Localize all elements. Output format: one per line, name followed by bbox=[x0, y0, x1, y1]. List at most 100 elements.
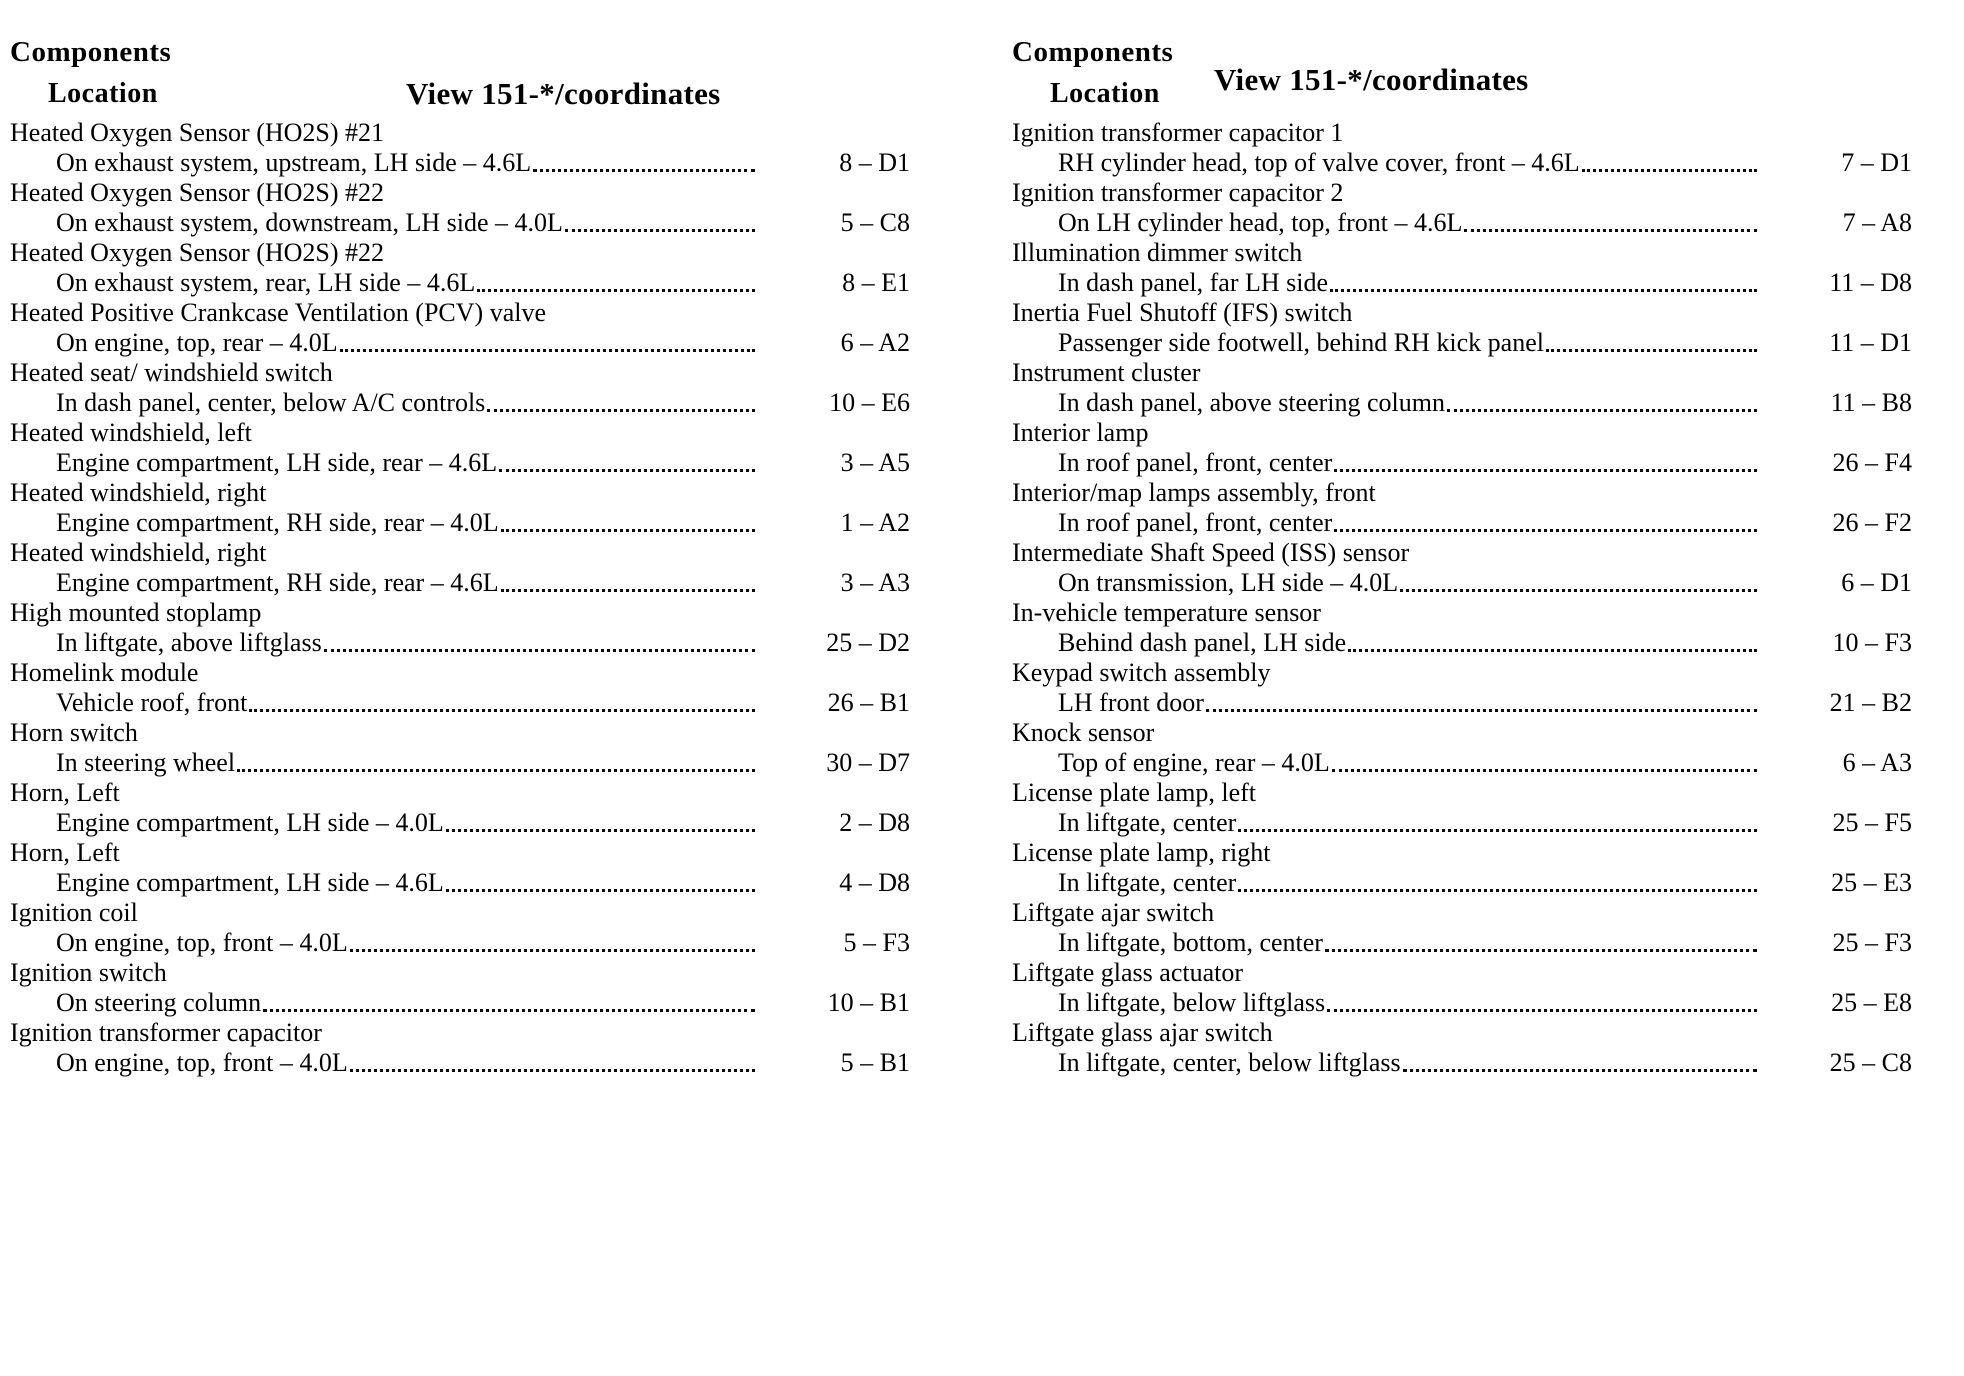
dotted-leader bbox=[487, 409, 755, 412]
dotted-leader bbox=[533, 169, 755, 172]
view-coordinates-heading: View 151-*/coordinates bbox=[1214, 62, 1529, 97]
coordinate-value: 1 – A2 bbox=[840, 508, 910, 537]
location-heading: Location bbox=[48, 78, 158, 109]
component-name: Heated Positive Crankcase Ventilation (P… bbox=[10, 298, 547, 327]
component-entry: Heated windshield, right Engine compartm… bbox=[10, 478, 910, 538]
component-entry: Heated Oxygen Sensor (HO2S) #22 On exhau… bbox=[10, 178, 910, 238]
dotted-leader bbox=[500, 589, 755, 592]
component-name: Liftgate glass actuator bbox=[1012, 958, 1244, 987]
component-entry: Horn switch In steering wheel 30 – D7 bbox=[10, 718, 910, 778]
coordinate-value: 8 – D1 bbox=[839, 148, 910, 177]
location-row: LH front door 21 – B2 bbox=[1012, 688, 1912, 718]
column-header: Components Location View 151-*/coordinat… bbox=[1012, 36, 1912, 118]
components-heading: Components bbox=[1012, 36, 1174, 68]
location-row: On engine, top, front – 4.0L 5 – F3 bbox=[10, 928, 910, 958]
component-name: Heated windshield, right bbox=[10, 538, 267, 567]
dotted-leader bbox=[263, 1009, 755, 1012]
components-heading: Components bbox=[10, 36, 172, 68]
component-name: Heated windshield, left bbox=[10, 418, 252, 447]
component-name: Horn, Left bbox=[10, 778, 120, 807]
location-row: In liftgate, bottom, center 25 – F3 bbox=[1012, 928, 1912, 958]
coordinate-value: 7 – D1 bbox=[1841, 148, 1912, 177]
component-location: On LH cylinder head, top, front – 4.6L bbox=[1058, 208, 1463, 237]
dotted-leader bbox=[445, 829, 755, 832]
location-row: In dash panel, far LH side 11 – D8 bbox=[1012, 268, 1912, 298]
location-row: In roof panel, front, center 26 – F2 bbox=[1012, 508, 1912, 538]
coordinate-value: 25 – D2 bbox=[826, 628, 910, 657]
location-heading: Location bbox=[1050, 78, 1160, 109]
component-name: Ignition transformer capacitor bbox=[10, 1018, 322, 1047]
component-name: Heated Oxygen Sensor (HO2S) #22 bbox=[10, 178, 385, 207]
coordinate-value: 26 – F2 bbox=[1832, 508, 1912, 537]
component-name: Ignition transformer capacitor 2 bbox=[1012, 178, 1344, 207]
component-location: In dash panel, above steering column bbox=[1058, 388, 1445, 417]
dotted-leader bbox=[500, 529, 755, 532]
coordinate-value: 30 – D7 bbox=[826, 748, 910, 777]
component-location: On engine, top, front – 4.0L bbox=[56, 1048, 348, 1077]
component-location: On transmission, LH side – 4.0L bbox=[1058, 568, 1399, 597]
component-name: High mounted stoplamp bbox=[10, 598, 262, 627]
dotted-leader bbox=[349, 949, 755, 952]
components-column-left: Components Location View 151-*/coordinat… bbox=[10, 36, 910, 1376]
component-entry: High mounted stoplamp In liftgate, above… bbox=[10, 598, 910, 658]
coordinate-value: 11 – D1 bbox=[1829, 328, 1912, 357]
component-entry: Liftgate glass ajar switch In liftgate, … bbox=[1012, 1018, 1912, 1078]
location-row: On transmission, LH side – 4.0L 6 – D1 bbox=[1012, 568, 1912, 598]
location-row: In liftgate, center 25 – E3 bbox=[1012, 868, 1912, 898]
component-entry: Ignition coil On engine, top, front – 4.… bbox=[10, 898, 910, 958]
component-entry: Ignition switch On steering column 10 – … bbox=[10, 958, 910, 1018]
location-row: On exhaust system, upstream, LH side – 4… bbox=[10, 148, 910, 178]
component-entry: Interior/map lamps assembly, front In ro… bbox=[1012, 478, 1912, 538]
component-name: License plate lamp, left bbox=[1012, 778, 1257, 807]
component-location: In steering wheel bbox=[56, 748, 236, 777]
location-row: In roof panel, front, center 26 – F4 bbox=[1012, 448, 1912, 478]
location-row: In dash panel, center, below A/C control… bbox=[10, 388, 910, 418]
component-entry: Illumination dimmer switch In dash panel… bbox=[1012, 238, 1912, 298]
location-row: In dash panel, above steering column 11 … bbox=[1012, 388, 1912, 418]
component-location: In liftgate, above liftglass bbox=[56, 628, 322, 657]
location-row: In liftgate, below liftglass 25 – E8 bbox=[1012, 988, 1912, 1018]
dotted-leader bbox=[1545, 349, 1757, 352]
component-location: Engine compartment, LH side, rear – 4.6L bbox=[56, 448, 498, 477]
location-row: Engine compartment, RH side, rear – 4.0L… bbox=[10, 508, 910, 538]
component-name: Homelink module bbox=[10, 658, 199, 687]
component-name: In-vehicle temperature sensor bbox=[1012, 598, 1321, 627]
dotted-leader bbox=[1330, 289, 1757, 292]
component-entry: Knock sensor Top of engine, rear – 4.0L … bbox=[1012, 718, 1912, 778]
dotted-leader bbox=[1400, 589, 1757, 592]
component-name: Inertia Fuel Shutoff (IFS) switch bbox=[1012, 298, 1353, 327]
component-entry: Heated Positive Crankcase Ventilation (P… bbox=[10, 298, 910, 358]
component-name: Knock sensor bbox=[1012, 718, 1155, 747]
dotted-leader bbox=[1447, 409, 1757, 412]
dotted-leader bbox=[1331, 769, 1757, 772]
component-name: Horn switch bbox=[10, 718, 138, 747]
component-name: Interior/map lamps assembly, front bbox=[1012, 478, 1376, 507]
location-row: On LH cylinder head, top, front – 4.6L 7… bbox=[1012, 208, 1912, 238]
component-location: On exhaust system, rear, LH side – 4.6L bbox=[56, 268, 476, 297]
dotted-leader bbox=[477, 289, 755, 292]
component-entry: Horn, Left Engine compartment, LH side –… bbox=[10, 778, 910, 838]
dotted-leader bbox=[249, 709, 755, 712]
dotted-leader bbox=[564, 229, 755, 232]
component-entry: Heated seat/ windshield switch In dash p… bbox=[10, 358, 910, 418]
location-row: Vehicle roof, front 26 – B1 bbox=[10, 688, 910, 718]
component-name: Ignition transformer capacitor 1 bbox=[1012, 118, 1344, 147]
coordinate-value: 25 – F3 bbox=[1832, 928, 1912, 957]
component-name: Keypad switch assembly bbox=[1012, 658, 1271, 687]
coordinate-value: 3 – A5 bbox=[840, 448, 910, 477]
location-row: Top of engine, rear – 4.0L 6 – A3 bbox=[1012, 748, 1912, 778]
component-location: In dash panel, far LH side bbox=[1058, 268, 1329, 297]
component-entry: Interior lamp In roof panel, front, cent… bbox=[1012, 418, 1912, 478]
location-row: In steering wheel 30 – D7 bbox=[10, 748, 910, 778]
component-location: LH front door bbox=[1058, 688, 1204, 717]
component-location: Passenger side footwell, behind RH kick … bbox=[1058, 328, 1544, 357]
location-row: On exhaust system, rear, LH side – 4.6L … bbox=[10, 268, 910, 298]
coordinate-value: 4 – D8 bbox=[839, 868, 910, 897]
component-entry: Ignition transformer capacitor 2 On LH c… bbox=[1012, 178, 1912, 238]
component-location: In roof panel, front, center bbox=[1058, 508, 1333, 537]
dotted-leader bbox=[1324, 949, 1757, 952]
dotted-leader bbox=[445, 889, 755, 892]
location-row: Passenger side footwell, behind RH kick … bbox=[1012, 328, 1912, 358]
component-location: In dash panel, center, below A/C control… bbox=[56, 388, 486, 417]
component-entry: Intermediate Shaft Speed (ISS) sensor On… bbox=[1012, 538, 1912, 598]
